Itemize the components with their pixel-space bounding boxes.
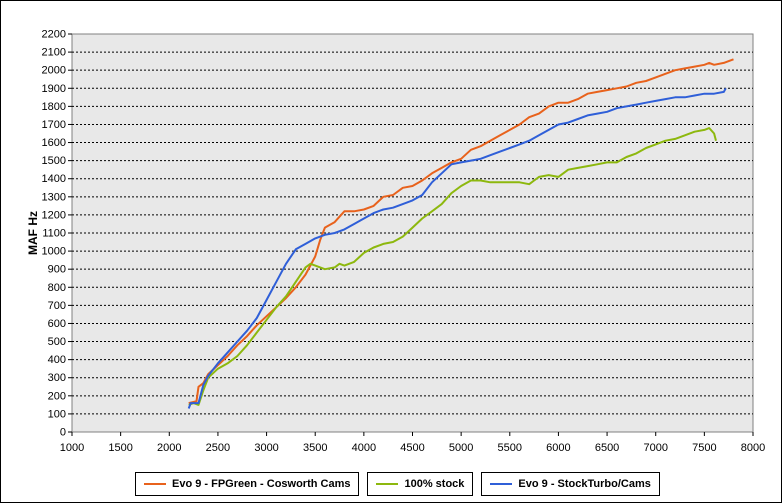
x-tick-label: 5500 (498, 442, 522, 454)
series-line-stock (188, 127, 717, 406)
y-tick-label: 100 (48, 408, 66, 420)
chart-legend: Evo 9 - FPGreen - Cosworth Cams 100% sto… (135, 472, 660, 496)
y-tick-label: 1200 (42, 209, 66, 221)
y-tick-label: 1300 (42, 191, 66, 203)
x-tick-label: 8000 (741, 442, 765, 454)
y-tick-label: 600 (48, 318, 66, 330)
legend-label-stockturbo: Evo 9 - StockTurbo/Cams (518, 478, 651, 490)
y-tick-label: 0 (60, 427, 66, 439)
legend-item-stockturbo: Evo 9 - StockTurbo/Cams (481, 472, 660, 496)
y-tick-label: 400 (48, 354, 66, 366)
legend-label-cosworth: Evo 9 - FPGreen - Cosworth Cams (172, 478, 351, 490)
y-tick-label: 2000 (42, 65, 66, 77)
x-tick-label: 5000 (449, 442, 473, 454)
y-tick-label: 1800 (42, 101, 66, 113)
y-tick-label: 200 (48, 390, 66, 402)
y-axis-label: MAF Hz (26, 211, 40, 255)
x-tick-label: 3000 (254, 442, 278, 454)
x-tick-label: 4500 (400, 442, 424, 454)
y-tick-label: 1100 (42, 228, 66, 240)
x-tick-label: 2500 (206, 442, 230, 454)
x-tick-label: 1500 (108, 442, 132, 454)
x-tick-label: 7000 (643, 442, 667, 454)
mafhz-line-chart: 0 100 200 300 400 500 600 700 800 900 1000 1100 1200… (26, 29, 765, 455)
y-tick-label: 2100 (42, 47, 66, 59)
x-tick-label: 7500 (692, 442, 716, 454)
grid-lines (72, 51, 753, 415)
series-lines (187, 58, 734, 409)
x-tick-label: 6000 (546, 442, 570, 454)
legend-swatch-stockturbo (490, 483, 513, 485)
y-tick-label: 500 (48, 336, 66, 348)
legend-label-stock: 100% stock (404, 478, 465, 490)
series-line-cosworth (188, 58, 734, 405)
y-tick-label: 800 (48, 282, 66, 294)
x-tick-label: 1000 (60, 442, 84, 454)
y-tick-label: 300 (48, 372, 66, 384)
legend-swatch-stock (376, 483, 399, 485)
x-axis-tick-labels: 1000 1500 2000 2500 3000 3500 4000 4500 5000 5500… (60, 432, 765, 454)
y-tick-label: 1700 (42, 119, 66, 131)
x-tick-label: 2000 (157, 442, 181, 454)
y-tick-label: 1000 (42, 246, 66, 258)
y-tick-label: 1400 (42, 173, 66, 185)
y-tick-label: 2200 (42, 29, 66, 41)
legend-item-cosworth: Evo 9 - FPGreen - Cosworth Cams (135, 472, 360, 496)
y-tick-label: 1500 (42, 155, 66, 167)
legend-swatch-cosworth (144, 483, 166, 485)
y-tick-label: 1900 (42, 83, 66, 95)
legend-item-stock: 100% stock (367, 472, 474, 496)
x-tick-label: 6500 (595, 442, 619, 454)
y-axis-tick-labels: 0 100 200 300 400 500 600 700 800 900 1000 1100 1200… (42, 29, 72, 439)
y-tick-label: 1600 (42, 137, 66, 149)
x-tick-label: 4000 (352, 442, 376, 454)
x-tick-label: 3500 (303, 442, 327, 454)
y-tick-label: 700 (48, 300, 66, 312)
series-line-stockturbo (187, 87, 727, 409)
y-tick-label: 900 (48, 264, 66, 276)
